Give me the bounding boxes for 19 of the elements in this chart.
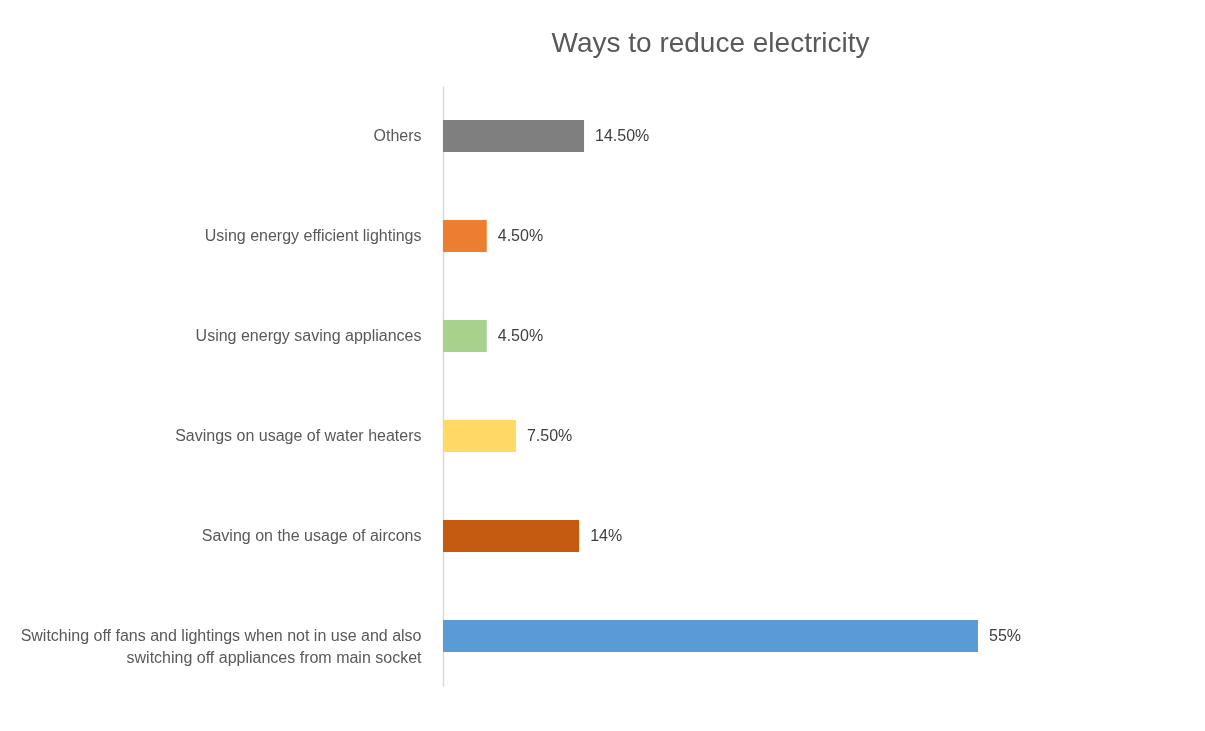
y-tick-label: Using energy efficient lightings bbox=[204, 227, 422, 244]
bar bbox=[443, 120, 585, 152]
data-label: 14.50% bbox=[595, 127, 650, 144]
bar bbox=[443, 420, 516, 452]
y-tick-label: Saving on the usage of aircons bbox=[201, 527, 422, 544]
data-label: 4.50% bbox=[497, 227, 544, 244]
data-label: 14% bbox=[590, 527, 623, 544]
bar bbox=[443, 620, 978, 652]
data-label: 7.50% bbox=[526, 427, 573, 444]
bar bbox=[443, 220, 487, 252]
y-tick-label: Using energy saving appliances bbox=[195, 327, 422, 344]
bar bbox=[443, 320, 487, 352]
data-label: 55% bbox=[989, 627, 1022, 644]
bar bbox=[443, 520, 580, 552]
y-tick-label: Others bbox=[373, 127, 422, 144]
data-label: 4.50% bbox=[497, 327, 544, 344]
y-tick-label: Savings on usage of water heaters bbox=[175, 427, 422, 444]
y-tick-label: Switching off fans and lightings when not in use and also switching off appliances from main socket bbox=[20, 627, 423, 666]
chart-title: Ways to reduce electricity bbox=[551, 27, 870, 58]
